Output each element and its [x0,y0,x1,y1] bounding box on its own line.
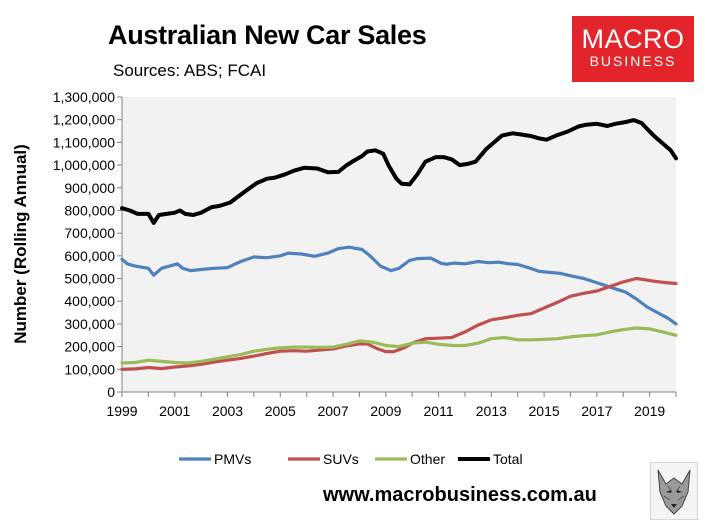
legend-label-suvs: SUVs [323,451,359,467]
logo-line-business: BUSINESS [589,53,677,69]
legend: PMVs SUVs Other Total [179,451,523,467]
legend-label-pmvs: PMVs [214,451,251,467]
y-tick-label: 600,000 [64,248,115,264]
x-tick-label: 2003 [212,403,243,419]
y-tick-label: 500,000 [64,271,115,287]
y-tick-label: 0 [107,384,115,400]
y-tick-label: 1,200,000 [53,112,115,128]
x-tick-label: 2015 [529,403,560,419]
x-tick-label: 2007 [317,403,348,419]
y-axis: 0 100,000 200,000 300,000 400,000 500,000 600,… [53,89,123,400]
x-tick-label: 2011 [424,403,454,419]
wolf-mascot-icon [650,462,698,520]
y-tick-label: 800,000 [64,202,115,218]
y-tick-label: 200,000 [64,339,115,355]
legend-label-total: Total [493,451,523,467]
x-tick-label: 2001 [159,403,190,419]
chart-subtitle: Sources: ABS; FCAI [113,61,267,80]
x-tick-label: 2013 [476,403,507,419]
plot-area [122,97,676,392]
y-tick-label: 1,000,000 [53,157,115,173]
macrobusiness-logo[interactable]: MACRO BUSINESS [572,16,694,82]
chart-title: Australian New Car Sales [108,20,427,50]
series-line-total [120,118,678,225]
y-tick-label: 700,000 [64,225,115,241]
y-tick-label: 900,000 [64,180,115,196]
y-tick-label: 300,000 [64,316,115,332]
logo-line-macro: MACRO [581,24,685,54]
y-tick-label: 100,000 [64,361,115,377]
line-chart: 0 100,000 200,000 300,000 400,000 500,000 600,… [11,89,678,467]
website-url[interactable]: www.macrobusiness.com.au [323,484,597,506]
series-layer [120,118,678,371]
x-tick-label: 2005 [265,403,296,419]
series-line-other [120,326,678,365]
y-tick-label: 400,000 [64,293,115,309]
x-tick-label: 2009 [370,403,401,419]
x-tick-label: 2017 [581,403,612,419]
y-tick-label: 1,100,000 [53,134,115,150]
y-axis-label: Number (Rolling Annual) [11,144,30,344]
y-tick-label: 1,300,000 [53,89,115,105]
legend-label-other: Other [410,451,445,467]
x-tick-label: 1999 [106,403,137,419]
x-axis: 1999 2001 2003 2005 2007 2009 2011 2013 2015 2017… [106,391,677,419]
series-line-suvs [120,276,678,371]
series-line-pmvs [120,245,678,326]
x-tick-label: 2019 [634,403,665,419]
